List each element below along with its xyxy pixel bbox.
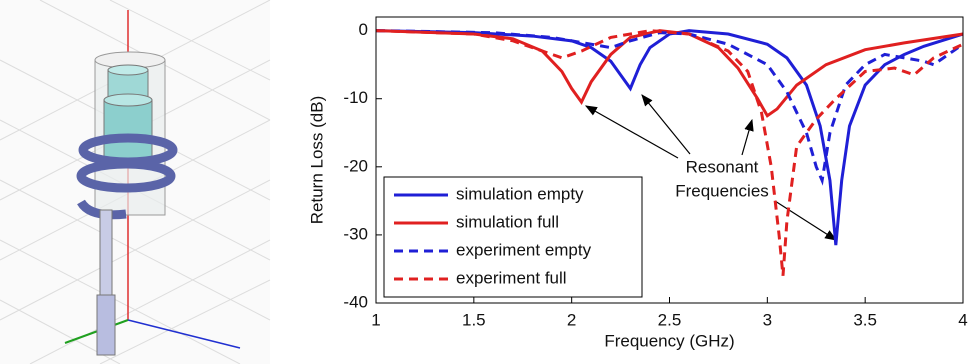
x-tick-label: 1.5 bbox=[462, 310, 486, 329]
figure: 1 1.5 2 2.5 3 3.5 4 0 -10 -20 -30 -40 Resonant Freque… bbox=[0, 0, 969, 364]
page: 1 1.5 2 2.5 3 3.5 4 0 -10 -20 -30 -40 Resonant Freque… bbox=[0, 0, 969, 364]
x-tick-label: 1 bbox=[371, 310, 380, 329]
model-render bbox=[0, 0, 270, 364]
x-tick-label: 2 bbox=[567, 310, 576, 329]
legend-label: experiment full bbox=[456, 268, 567, 287]
y-tick-label: -30 bbox=[343, 224, 368, 243]
y-axis-label: Return Loss (dB) bbox=[307, 96, 326, 225]
legend-label: experiment empty bbox=[456, 240, 592, 259]
y-tick-label: -10 bbox=[343, 88, 368, 107]
x-axis-label: Frequency (GHz) bbox=[604, 331, 734, 350]
series-line bbox=[376, 31, 963, 181]
annotation: Resonant bbox=[686, 157, 759, 176]
y-tick-label: -40 bbox=[343, 292, 368, 311]
y-tick-label: 0 bbox=[359, 20, 368, 39]
x-tick-label: 3 bbox=[763, 310, 772, 329]
x-tick-label: 2.5 bbox=[658, 310, 682, 329]
x-tick-label: 4 bbox=[958, 310, 967, 329]
y-tick-label: -20 bbox=[343, 156, 368, 175]
legend-label: simulation full bbox=[456, 212, 559, 231]
x-tick-label: 3.5 bbox=[853, 310, 877, 329]
annotation: Frequencies bbox=[675, 181, 769, 200]
legend-label: simulation empty bbox=[456, 184, 584, 203]
